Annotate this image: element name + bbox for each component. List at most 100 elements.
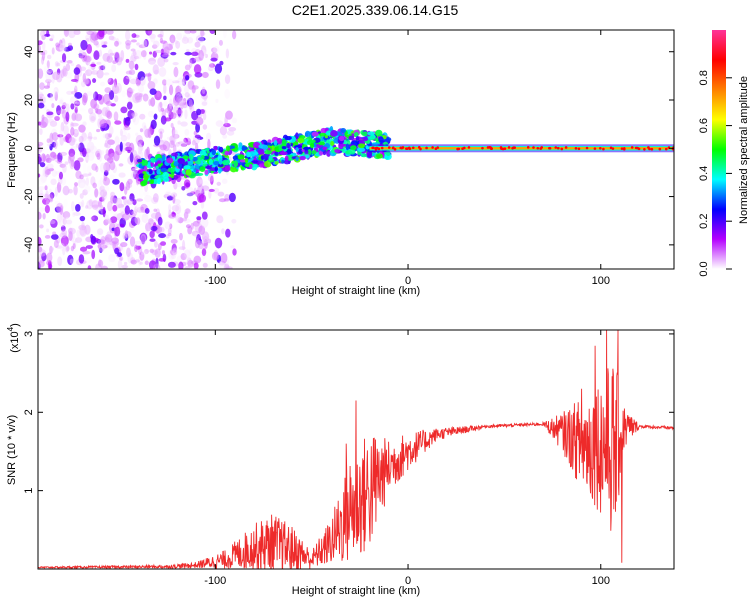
spectrogram-cell [45, 157, 52, 164]
spectrogram-cell [52, 71, 60, 81]
spectrogram-cell [357, 147, 366, 153]
spectrogram-cell [141, 122, 147, 130]
spectrogram-cell [100, 81, 106, 87]
spectrogram-cell [179, 138, 187, 148]
spectrogram-cell [58, 97, 65, 108]
spectrogram-cell [44, 185, 48, 191]
spectrogram-cell [38, 93, 44, 98]
spectrogram-cell [299, 155, 306, 161]
spectrogram-cell [51, 141, 57, 148]
spectrogram-cell [130, 167, 139, 175]
spectrogram-cell [222, 134, 228, 139]
spectrogram-cell [334, 149, 341, 153]
spectrogram-cell [104, 153, 112, 161]
spectrogram-cell [200, 30, 205, 38]
spectrogram-cell [191, 139, 196, 146]
snr-y-multiplier-base: (x10 [9, 331, 21, 352]
spectrogram-cell [114, 247, 120, 255]
spectrogram-cell [177, 120, 181, 125]
spectrogram-cell [70, 78, 79, 82]
spectrogram-cell [79, 182, 86, 190]
spectrogram-cell [108, 35, 115, 41]
spectrogram-cell [91, 204, 100, 208]
spectrogram-cell [148, 99, 152, 107]
spectrogram-cell [106, 110, 113, 120]
spectrogram-cell [168, 204, 172, 212]
spectrogram-cell [222, 159, 230, 166]
spectrogram-cell [131, 112, 138, 117]
spectrogram-cell [56, 62, 61, 67]
y-tick-label: -20 [23, 189, 35, 205]
colorbar-tick-label: 0.0 [698, 261, 710, 276]
carrier-peak [577, 147, 581, 151]
spectrogram-cell [152, 64, 159, 75]
spectrogram-cell [159, 131, 163, 140]
spectrogram-cell [65, 133, 72, 144]
spectrogram-cell [308, 139, 316, 144]
spectrogram-cell [60, 121, 65, 132]
spectrogram-cell [136, 198, 144, 202]
spectrogram-cell [168, 214, 177, 219]
spectrogram-cell [63, 46, 71, 52]
spectrogram-cell [84, 55, 92, 63]
spectrogram-cell [188, 59, 193, 68]
spectrogram-cell [363, 137, 369, 142]
spectrogram-cell [309, 142, 315, 149]
spectrogram-cell [129, 209, 134, 216]
spectrogram-cell [218, 157, 223, 165]
spectrogram-cell [147, 81, 156, 90]
spectrogram-cell [163, 46, 170, 55]
carrier-peak [532, 146, 535, 149]
spectrogram-cell [286, 154, 294, 161]
spectrogram-cell [188, 99, 193, 110]
spectrogram-cell [79, 193, 84, 199]
spectrogram-cell [41, 172, 47, 183]
spectrogram-cell [117, 56, 123, 63]
spectrogram-cell [147, 130, 152, 138]
spectrogram-cell [200, 88, 207, 97]
spectrogram-cell [161, 53, 170, 58]
spectrogram-cell [113, 51, 120, 58]
spectrogram-cell [159, 144, 167, 151]
spectrogram-cell [48, 188, 52, 194]
spectrogram-cell [107, 200, 113, 212]
carrier-peak [540, 146, 544, 149]
spectrogram-cell [114, 40, 119, 47]
spectrogram-cell [217, 166, 222, 174]
spectrogram-cell [46, 54, 52, 60]
spectrogram-cell [120, 49, 125, 61]
spectrogram-cell [177, 92, 185, 97]
spectrogram-cell [211, 251, 220, 261]
spectrogram-cell [134, 259, 140, 263]
spectrogram-cell [208, 158, 213, 165]
spectrogram-cell [69, 258, 75, 264]
spectrogram-cell [82, 136, 91, 148]
spectrogram-cell [185, 95, 191, 101]
spectrogram-cell [38, 177, 46, 185]
spectrogram-cell [119, 223, 125, 228]
spectrogram-cell [223, 263, 230, 269]
y-tick-label: 20 [23, 94, 35, 106]
spectrogram-cell [175, 173, 182, 183]
spectrogram-cell [56, 68, 61, 75]
spectrogram-cell [186, 36, 194, 44]
spectrogram-cell [134, 63, 139, 71]
carrier-peak [419, 147, 422, 151]
spectrogram-cell [205, 165, 212, 169]
spectrogram-cell [218, 39, 223, 46]
spectrogram-cell [51, 72, 55, 84]
spectrogram-cell [115, 82, 122, 94]
spectrogram-cell [141, 161, 146, 166]
spectrogram-cell [39, 249, 47, 257]
spectrogram-cell [117, 41, 123, 47]
spectrogram-cell [74, 101, 83, 105]
spectrogram-cell [213, 46, 220, 55]
spectrogram-cell [119, 141, 123, 152]
spectrogram-cell [171, 76, 177, 83]
spectrogram-cell [135, 204, 141, 211]
spectrogram-cell [139, 128, 144, 133]
spectrogram-cell [73, 129, 80, 134]
spectrogram-cell [188, 248, 193, 255]
spectrogram-cell [79, 174, 84, 180]
spectrogram-cell [75, 203, 81, 212]
